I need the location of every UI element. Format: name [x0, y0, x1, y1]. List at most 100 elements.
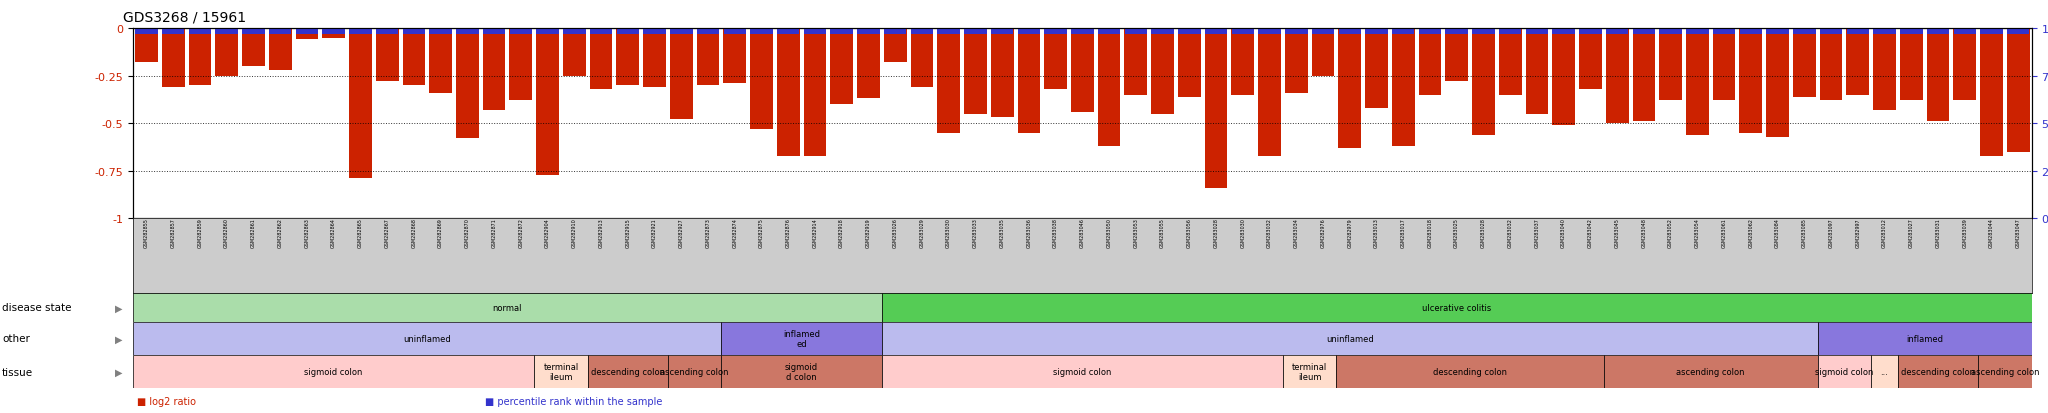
- Bar: [883, 293, 2032, 322]
- Bar: [1712, 29, 1735, 101]
- Bar: [430, 29, 453, 93]
- Bar: [135, 30, 158, 35]
- Bar: [2007, 29, 2030, 152]
- Bar: [1098, 30, 1120, 35]
- Text: sigmoid
d colon: sigmoid d colon: [784, 362, 817, 381]
- Bar: [1044, 29, 1067, 90]
- Bar: [858, 29, 881, 99]
- Bar: [1178, 29, 1200, 97]
- Bar: [1552, 30, 1575, 35]
- Text: ■ percentile rank within the sample: ■ percentile rank within the sample: [485, 396, 664, 406]
- Bar: [322, 30, 344, 35]
- Bar: [188, 30, 211, 35]
- Bar: [1579, 30, 1602, 35]
- Bar: [242, 30, 264, 35]
- Bar: [1712, 30, 1735, 35]
- Bar: [1473, 29, 1495, 135]
- Text: ulcerative colitis: ulcerative colitis: [1421, 303, 1491, 312]
- Bar: [510, 29, 532, 101]
- Bar: [1847, 30, 1870, 35]
- Bar: [1552, 29, 1575, 126]
- Bar: [1604, 355, 1819, 388]
- Bar: [215, 29, 238, 76]
- Text: ...: ...: [1880, 367, 1888, 376]
- Bar: [1821, 29, 1843, 101]
- Bar: [1579, 29, 1602, 90]
- Bar: [1151, 29, 1174, 114]
- Bar: [563, 29, 586, 76]
- Bar: [883, 355, 1282, 388]
- Bar: [1473, 30, 1495, 35]
- Bar: [750, 30, 772, 35]
- Bar: [1606, 30, 1628, 35]
- Bar: [1366, 30, 1389, 35]
- Bar: [1018, 30, 1040, 35]
- Bar: [1874, 30, 1896, 35]
- Bar: [1686, 30, 1708, 35]
- Bar: [1659, 30, 1681, 35]
- Bar: [721, 322, 883, 355]
- Bar: [1927, 30, 1950, 35]
- Bar: [1499, 30, 1522, 35]
- Bar: [670, 30, 692, 35]
- Text: sigmoid colon: sigmoid colon: [1815, 367, 1874, 376]
- Bar: [1819, 322, 2032, 355]
- Bar: [1098, 29, 1120, 147]
- Bar: [133, 355, 535, 388]
- Bar: [1980, 30, 2003, 35]
- Bar: [483, 29, 506, 111]
- Text: ascending colon: ascending colon: [659, 367, 729, 376]
- Bar: [135, 29, 158, 63]
- Bar: [831, 30, 852, 35]
- Bar: [1366, 29, 1389, 109]
- Bar: [696, 29, 719, 86]
- Bar: [268, 29, 291, 71]
- Bar: [1526, 29, 1548, 114]
- Bar: [1124, 30, 1147, 35]
- Bar: [133, 293, 883, 322]
- Bar: [965, 29, 987, 114]
- Bar: [162, 30, 184, 35]
- Text: normal: normal: [494, 303, 522, 312]
- Bar: [1819, 355, 1872, 388]
- Bar: [1980, 29, 2003, 156]
- Text: descending colon: descending colon: [590, 367, 666, 376]
- Bar: [162, 29, 184, 88]
- Bar: [1257, 29, 1280, 156]
- Bar: [483, 30, 506, 35]
- Text: sigmoid colon: sigmoid colon: [1053, 367, 1112, 376]
- Bar: [588, 355, 668, 388]
- Bar: [1282, 355, 1337, 388]
- Bar: [1284, 30, 1307, 35]
- Bar: [188, 29, 211, 86]
- Bar: [991, 29, 1014, 118]
- Bar: [295, 29, 317, 40]
- Bar: [1124, 29, 1147, 95]
- Bar: [1313, 30, 1333, 35]
- Bar: [1339, 30, 1362, 35]
- Bar: [723, 29, 745, 84]
- Text: ▶: ▶: [115, 367, 123, 377]
- Bar: [1311, 29, 1335, 76]
- Bar: [1231, 30, 1253, 35]
- Bar: [1337, 355, 1604, 388]
- Bar: [1257, 30, 1280, 35]
- Bar: [1018, 29, 1040, 133]
- Bar: [457, 30, 479, 35]
- Bar: [750, 29, 772, 130]
- Bar: [1739, 30, 1761, 35]
- Text: ▶: ▶: [115, 334, 123, 344]
- Bar: [1393, 30, 1415, 35]
- Bar: [1954, 30, 1976, 35]
- Bar: [1446, 29, 1468, 82]
- Bar: [268, 30, 291, 35]
- Bar: [1419, 30, 1442, 35]
- Text: inflamed: inflamed: [1907, 334, 1944, 343]
- Bar: [1339, 29, 1362, 149]
- Bar: [1632, 30, 1655, 35]
- Bar: [1044, 30, 1067, 35]
- Bar: [1874, 29, 1896, 111]
- Bar: [696, 30, 719, 35]
- Bar: [1178, 30, 1200, 35]
- Text: uninflamed: uninflamed: [403, 334, 451, 343]
